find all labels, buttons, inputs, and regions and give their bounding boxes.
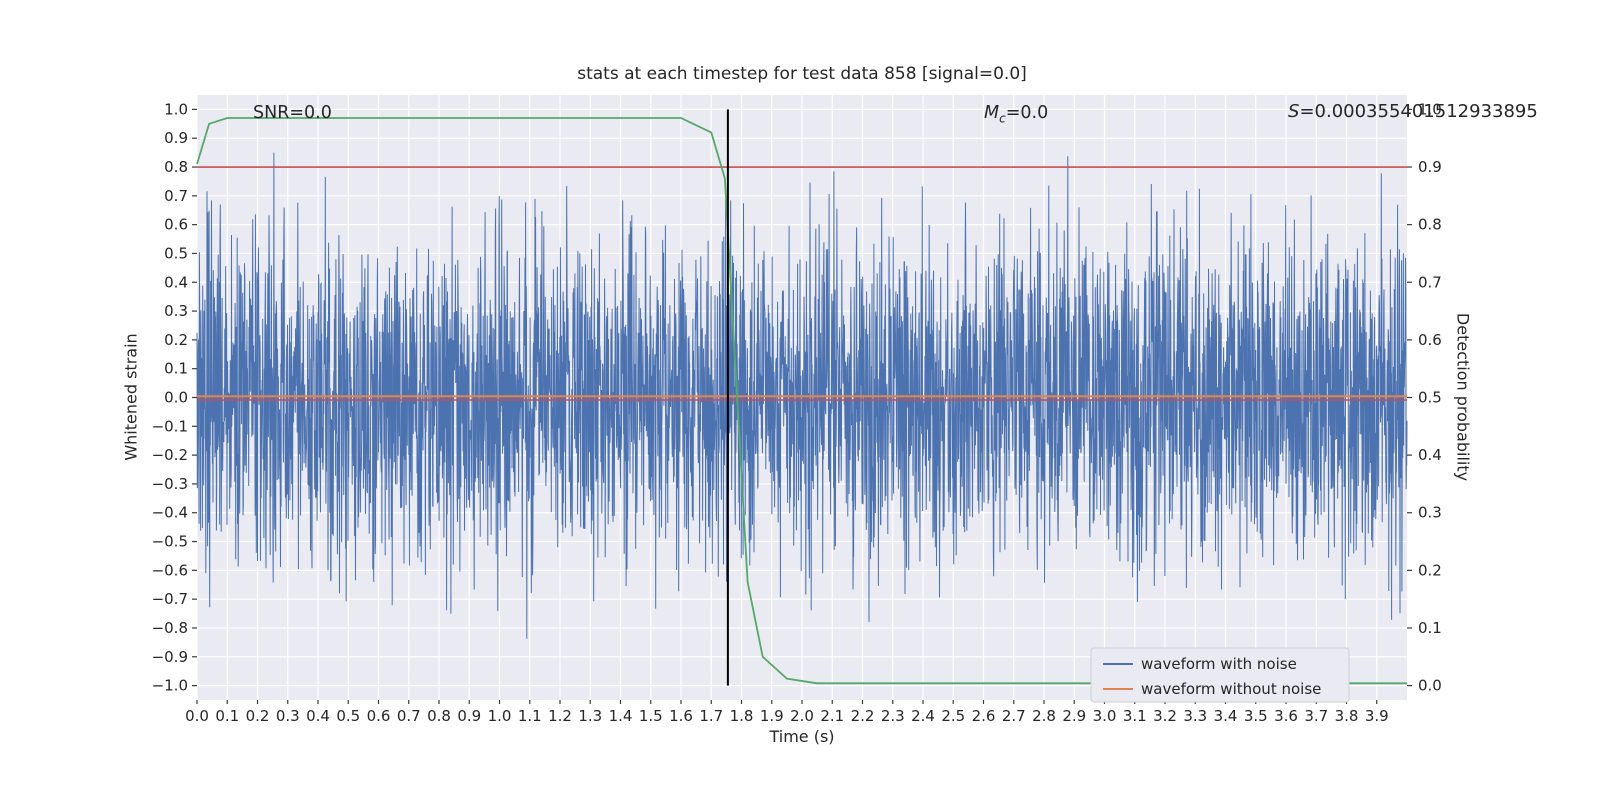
x-tick-label: 0.8 (427, 707, 451, 725)
x-tick-label: 2.8 (1032, 707, 1056, 725)
x-tick-label: 3.0 (1093, 707, 1117, 725)
y-tick-label-left: −0.2 (152, 446, 188, 464)
x-tick-label: 2.9 (1062, 707, 1086, 725)
y-tick-label-right: 0.0 (1418, 677, 1442, 695)
x-tick-label: 1.1 (518, 707, 542, 725)
x-tick-label: 2.5 (941, 707, 965, 725)
y-tick-label-left: 0.7 (164, 187, 188, 205)
x-tick-label: 3.5 (1244, 707, 1268, 725)
y-tick-label-left: 0.0 (164, 389, 188, 407)
y-tick-label-left: −0.1 (152, 417, 188, 435)
x-tick-label: 2.4 (911, 707, 935, 725)
mc-value: =0.0 (1005, 103, 1049, 123)
x-tick-label: 1.8 (730, 707, 754, 725)
y-axis-ticks-left: 1.0 0.9 0.8 0.7 0.6 0.5 0.4 0.3 0.2 0.1 0.0 −0.1 −0.… (152, 100, 197, 695)
x-tick-label: 1.7 (699, 707, 723, 725)
legend-label: waveform without noise (1141, 680, 1321, 698)
y-tick-label-right: 0.1 (1418, 619, 1442, 637)
x-tick-label: 3.4 (1214, 707, 1238, 725)
s-symbol: S (1288, 101, 1300, 122)
legend-entry: waveform with noise (1103, 655, 1297, 673)
y-tick-label-left: −0.8 (152, 619, 188, 637)
y-tick-label-right: 1.0 (1418, 100, 1442, 118)
mc-subscript: c (999, 111, 1006, 126)
y-tick-label-left: 0.6 (164, 216, 188, 234)
y-tick-label-left: 0.4 (164, 273, 188, 291)
x-tick-label: 2.2 (851, 707, 875, 725)
legend-label: waveform with noise (1141, 655, 1297, 673)
y-tick-label-left: 0.8 (164, 158, 188, 176)
x-tick-label: 0.0 (185, 707, 209, 725)
y-axis-ticks-right: 1.0 0.9 0.8 0.7 0.6 0.5 0.4 0.3 0.2 0.1 0.0 (1407, 100, 1442, 695)
y-tick-label-right: 0.9 (1418, 158, 1442, 176)
x-tick-label: 3.6 (1274, 707, 1298, 725)
x-tick-label: 2.1 (820, 707, 844, 725)
x-tick-label: 3.3 (1183, 707, 1207, 725)
x-tick-label: 0.2 (246, 707, 270, 725)
series-detection-probability (196, 117, 1407, 685)
s-annotation: S=0.000355401512933895 (1288, 101, 1538, 122)
y-tick-label-left: −0.4 (152, 504, 188, 522)
x-axis-label: Time (s) (769, 727, 835, 746)
x-tick-label: 0.7 (397, 707, 421, 725)
y-tick-label-left: −1.0 (152, 677, 188, 695)
y-axis-label-right: Detection probability (1453, 312, 1473, 482)
y-tick-label-left: −0.6 (152, 561, 188, 579)
y-tick-label-right: 0.5 (1418, 389, 1442, 407)
y-tick-label-right: 0.3 (1418, 504, 1442, 522)
y-axis-label-left: Whitened strain (121, 333, 141, 461)
y-tick-label-right: 0.6 (1418, 331, 1442, 349)
x-tick-label: 1.2 (548, 707, 572, 725)
mc-annotation: Mc=0.0 (984, 103, 1048, 126)
x-tick-label: 1.0 (488, 707, 512, 725)
y-tick-label-left: 1.0 (164, 100, 188, 118)
x-tick-label: 1.3 (578, 707, 602, 725)
y-tick-label-left: −0.7 (152, 590, 188, 608)
y-tick-label-right: 0.4 (1418, 446, 1442, 464)
x-tick-label: 3.2 (1153, 707, 1177, 725)
legend-entry: waveform without noise (1103, 680, 1321, 698)
x-tick-label: 0.6 (367, 707, 391, 725)
y-tick-label-right: 0.8 (1418, 216, 1442, 234)
x-tick-label: 0.5 (336, 707, 360, 725)
x-tick-label: 3.1 (1123, 707, 1147, 725)
x-tick-label: 3.8 (1335, 707, 1359, 725)
y-tick-label-left: −0.9 (152, 648, 188, 666)
y-tick-label-left: 0.5 (164, 244, 188, 262)
x-tick-label: 0.4 (306, 707, 330, 725)
series-waveform-with-noise (196, 152, 1408, 639)
legend: waveform with noise waveform without nois… (1090, 647, 1350, 703)
x-tick-label: 1.6 (669, 707, 693, 725)
threshold-lines (197, 166, 1407, 401)
x-tick-label: 2.6 (972, 707, 996, 725)
x-tick-label: 0.1 (215, 707, 239, 725)
x-axis-ticks: 0.0 0.1 0.2 0.3 0.4 0.5 0.6 0.7 0.8 0.9 1.0 1.1 1.2 1… (185, 700, 1389, 725)
s-value: =0.000355401512933895 (1299, 101, 1538, 122)
snr-text: SNR=0.0 (253, 103, 332, 123)
x-tick-label: 2.0 (790, 707, 814, 725)
x-tick-label: 3.7 (1304, 707, 1328, 725)
x-tick-label: 1.4 (609, 707, 633, 725)
y-tick-label-left: 0.3 (164, 302, 188, 320)
chart-title: stats at each timestep for test data 858… (577, 64, 1027, 84)
y-tick-label-right: 0.2 (1418, 561, 1442, 579)
x-tick-label: 0.3 (276, 707, 300, 725)
y-tick-label-left: −0.5 (152, 533, 188, 551)
y-tick-label-right: 0.7 (1418, 273, 1442, 291)
x-tick-label: 0.9 (457, 707, 481, 725)
mc-symbol: Mc (984, 103, 1006, 126)
x-tick-label: 2.3 (881, 707, 905, 725)
snr-annotation: SNR=0.0 (253, 103, 332, 123)
x-tick-label: 3.9 (1365, 707, 1389, 725)
x-tick-label: 1.9 (760, 707, 784, 725)
y-tick-label-left: 0.9 (164, 129, 188, 147)
y-tick-label-left: 0.2 (164, 331, 188, 349)
x-tick-label: 1.5 (639, 707, 663, 725)
y-tick-label-left: −0.3 (152, 475, 188, 493)
y-tick-label-left: 0.1 (164, 360, 188, 378)
x-tick-label: 2.7 (1002, 707, 1026, 725)
legend-box (1090, 647, 1350, 703)
